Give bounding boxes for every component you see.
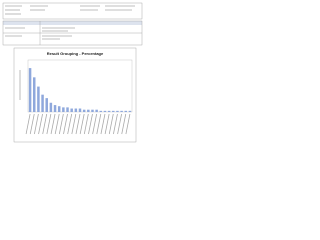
bar — [66, 107, 69, 112]
bar — [99, 110, 103, 112]
x-label-placeholder — [113, 113, 118, 135]
bar — [107, 110, 111, 112]
page: Result Grouping - Percentage (() => { co… — [0, 0, 145, 145]
x-label-placeholder — [58, 113, 64, 135]
x-label-placeholder — [34, 113, 39, 135]
bar — [41, 94, 44, 112]
bar — [32, 77, 36, 112]
x-label-placeholder — [100, 113, 106, 135]
x-label-placeholder — [46, 113, 52, 135]
x-label-placeholder — [67, 113, 73, 135]
x-label-placeholder — [42, 113, 48, 135]
bar — [57, 106, 61, 112]
bar — [37, 86, 40, 112]
x-label-placeholder — [125, 113, 131, 135]
x-label-placeholder — [92, 113, 98, 135]
bar — [116, 110, 119, 112]
info-header — [3, 21, 142, 25]
x-label-placeholder — [121, 113, 127, 135]
header-box — [2, 2, 143, 20]
bar — [53, 105, 57, 112]
chart-title: Result Grouping - Percentage — [47, 51, 104, 56]
bar — [112, 110, 115, 112]
bar — [82, 109, 86, 112]
bar — [103, 110, 107, 112]
bar — [128, 110, 132, 112]
bar — [49, 102, 53, 112]
bar — [124, 110, 128, 112]
x-label-placeholder — [104, 113, 110, 135]
bar — [120, 110, 123, 112]
x-label-placeholder — [25, 113, 31, 135]
x-label-placeholder — [29, 113, 35, 135]
x-label-placeholder — [50, 113, 56, 135]
bar — [78, 108, 82, 112]
x-label-placeholder — [88, 113, 93, 135]
bar — [95, 109, 98, 112]
chart-frame — [13, 47, 137, 143]
x-label-placeholder — [54, 113, 60, 135]
bar — [45, 98, 48, 112]
x-label-placeholder — [108, 113, 114, 135]
x-label-placeholder — [79, 113, 85, 135]
bar — [70, 108, 73, 112]
x-label-placeholder — [75, 113, 81, 135]
x-label-placeholder — [63, 113, 68, 135]
bar — [28, 68, 32, 112]
x-label-placeholder — [71, 113, 77, 135]
x-label-placeholder — [96, 113, 102, 135]
header-table — [2, 2, 143, 20]
report: Result Grouping - Percentage — [0, 0, 145, 145]
bar — [91, 109, 94, 112]
x-label-placeholder — [117, 113, 122, 135]
x-label-placeholder — [83, 113, 89, 135]
bar — [74, 108, 78, 112]
x-label-placeholder — [38, 113, 43, 135]
bar — [62, 107, 65, 112]
info-table — [2, 20, 143, 46]
bar — [87, 109, 90, 112]
